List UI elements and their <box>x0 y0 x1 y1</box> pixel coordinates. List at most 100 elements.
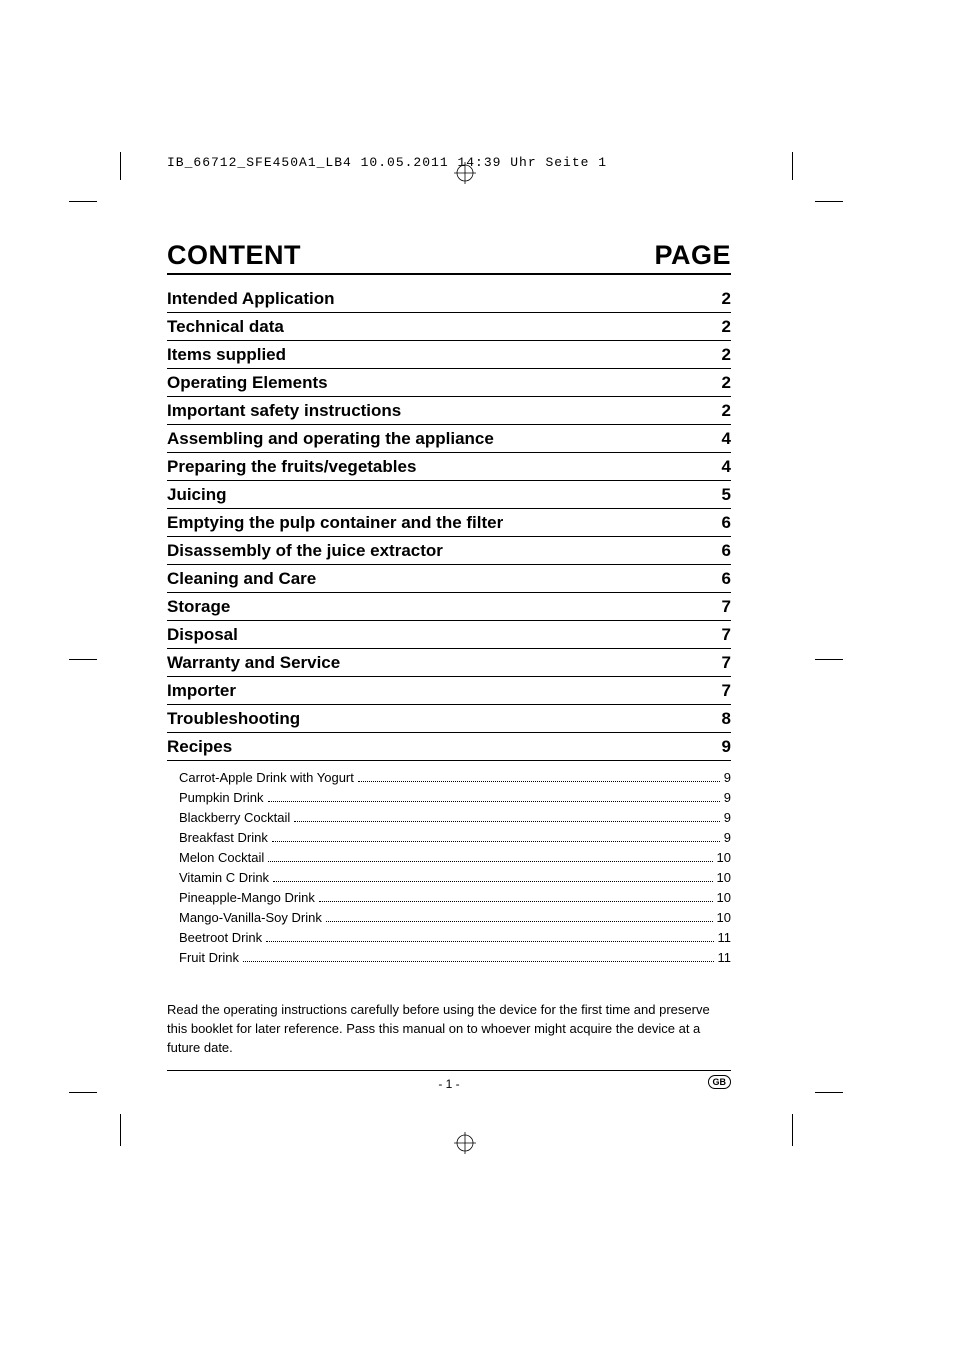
sub-toc-page: 10 <box>717 890 731 905</box>
sub-toc-row: Pumpkin Drink 9 <box>167 787 731 807</box>
toc-page: 6 <box>722 541 731 561</box>
note-text: Read the operating instructions carefull… <box>167 1001 731 1058</box>
toc-row: Recipes 9 <box>167 733 731 761</box>
toc-label: Preparing the fruits/vegetables <box>167 457 416 477</box>
toc-row: Emptying the pulp container and the filt… <box>167 509 731 537</box>
leader-dots <box>266 941 713 942</box>
registration-mark-top-icon <box>454 162 476 184</box>
sub-toc-page: 9 <box>724 810 731 825</box>
toc-page: 4 <box>722 457 731 477</box>
crop-mark-icon <box>120 152 121 180</box>
sub-toc-label: Breakfast Drink <box>179 830 268 845</box>
toc-page: 5 <box>722 485 731 505</box>
toc-page: 2 <box>722 345 731 365</box>
language-badge: GB <box>708 1075 732 1089</box>
sub-toc-row: Fruit Drink 11 <box>167 947 731 967</box>
sub-toc-label: Fruit Drink <box>179 950 239 965</box>
title-page: PAGE <box>654 240 731 271</box>
toc-label: Important safety instructions <box>167 401 401 421</box>
toc-row: Technical data 2 <box>167 313 731 341</box>
toc-page: 9 <box>722 737 731 757</box>
crop-mark-icon <box>815 201 843 202</box>
leader-dots <box>243 961 714 962</box>
crop-mark-icon <box>69 659 97 660</box>
sub-toc-row: Blackberry Cocktail 9 <box>167 807 731 827</box>
toc-label: Storage <box>167 597 230 617</box>
toc-page: 6 <box>722 569 731 589</box>
leader-dots <box>358 781 720 782</box>
toc-row: Cleaning and Care 6 <box>167 565 731 593</box>
crop-mark-icon <box>69 201 97 202</box>
sub-toc-page: 9 <box>724 770 731 785</box>
toc-row: Intended Application 2 <box>167 285 731 313</box>
sub-toc-label: Pineapple-Mango Drink <box>179 890 315 905</box>
sub-toc-page: 9 <box>724 790 731 805</box>
sub-toc-label: Pumpkin Drink <box>179 790 264 805</box>
sub-toc-page: 11 <box>718 950 732 965</box>
toc-page: 7 <box>722 597 731 617</box>
toc-label: Technical data <box>167 317 284 337</box>
toc-label: Disassembly of the juice extractor <box>167 541 443 561</box>
toc-row: Juicing 5 <box>167 481 731 509</box>
toc-label: Recipes <box>167 737 232 757</box>
toc-row: Assembling and operating the appliance 4 <box>167 425 731 453</box>
toc-list: Intended Application2Technical data2Item… <box>167 285 731 761</box>
sub-toc-label: Beetroot Drink <box>179 930 262 945</box>
toc-label: Items supplied <box>167 345 286 365</box>
sub-toc-label: Melon Cocktail <box>179 850 264 865</box>
toc-row: Preparing the fruits/vegetables 4 <box>167 453 731 481</box>
registration-mark-bottom-icon <box>454 1132 476 1154</box>
toc-label: Assembling and operating the appliance <box>167 429 494 449</box>
toc-page: 7 <box>722 681 731 701</box>
footer-rule <box>167 1070 731 1071</box>
page: IB_66712_SFE450A1_LB4 10.05.2011 14:39 U… <box>0 0 954 1350</box>
sub-toc-row: Mango-Vanilla-Soy Drink10 <box>167 907 731 927</box>
toc-row: Troubleshooting 8 <box>167 705 731 733</box>
toc-row: Items supplied 2 <box>167 341 731 369</box>
leader-dots <box>319 901 713 902</box>
toc-page: 4 <box>722 429 731 449</box>
leader-dots <box>268 801 720 802</box>
toc-page: 7 <box>722 653 731 673</box>
crop-mark-icon <box>120 1114 121 1146</box>
toc-label: Warranty and Service <box>167 653 340 673</box>
title-content: CONTENT <box>167 240 301 271</box>
leader-dots <box>326 921 713 922</box>
toc-label: Intended Application <box>167 289 334 309</box>
toc-label: Importer <box>167 681 236 701</box>
toc-row: Disassembly of the juice extractor 6 <box>167 537 731 565</box>
sub-toc-label: Vitamin C Drink <box>179 870 269 885</box>
sub-toc-list: Carrot-Apple Drink with Yogurt9Pumpkin D… <box>167 767 731 967</box>
toc-page: 2 <box>722 373 731 393</box>
leader-dots <box>268 861 712 862</box>
toc-label: Emptying the pulp container and the filt… <box>167 513 503 533</box>
print-header-line: IB_66712_SFE450A1_LB4 10.05.2011 14:39 U… <box>167 155 607 170</box>
page-number: - 1 - <box>438 1077 459 1091</box>
sub-toc-label: Blackberry Cocktail <box>179 810 290 825</box>
toc-row: Storage 7 <box>167 593 731 621</box>
leader-dots <box>272 841 720 842</box>
toc-label: Juicing <box>167 485 227 505</box>
toc-label: Operating Elements <box>167 373 328 393</box>
toc-page: 6 <box>722 513 731 533</box>
leader-dots <box>294 821 720 822</box>
toc-label: Cleaning and Care <box>167 569 316 589</box>
sub-toc-row: Melon Cocktail10 <box>167 847 731 867</box>
sub-toc-page: 10 <box>717 870 731 885</box>
sub-toc-row: Carrot-Apple Drink with Yogurt9 <box>167 767 731 787</box>
sub-toc-label: Mango-Vanilla-Soy Drink <box>179 910 322 925</box>
toc-row: Disposal7 <box>167 621 731 649</box>
toc-row: Operating Elements 2 <box>167 369 731 397</box>
toc-label: Troubleshooting <box>167 709 300 729</box>
toc-page: 2 <box>722 317 731 337</box>
sub-toc-row: Beetroot Drink 11 <box>167 927 731 947</box>
sub-toc-page: 11 <box>718 930 732 945</box>
footer-row: - 1 - GB <box>167 1077 731 1095</box>
toc-row: Important safety instructions2 <box>167 397 731 425</box>
sub-toc-row: Breakfast Drink9 <box>167 827 731 847</box>
toc-row: Warranty and Service 7 <box>167 649 731 677</box>
toc-page: 2 <box>722 289 731 309</box>
crop-mark-icon <box>792 152 793 180</box>
toc-page: 8 <box>722 709 731 729</box>
content-area: CONTENT PAGE Intended Application2Techni… <box>167 240 731 1095</box>
